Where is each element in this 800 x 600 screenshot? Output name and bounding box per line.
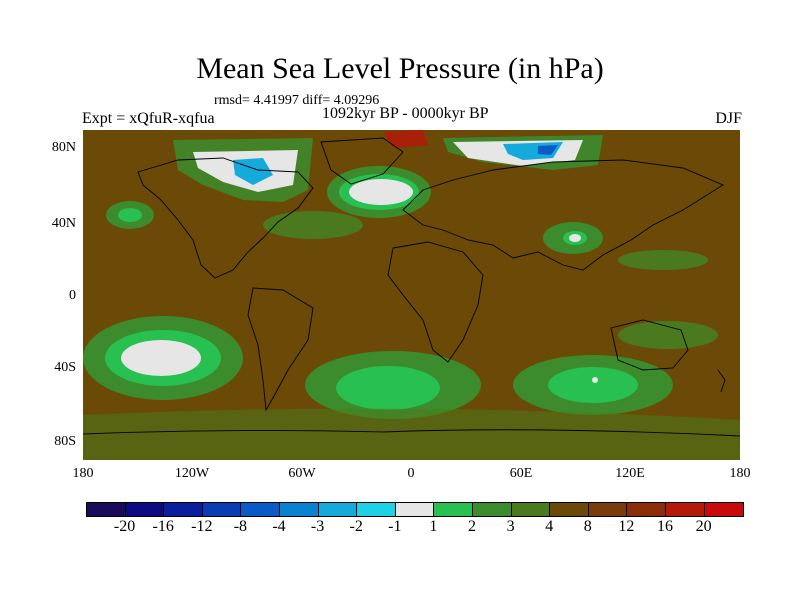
colorbar-swatch (704, 503, 744, 516)
colorbar-label: 12 (618, 518, 635, 535)
colorbar-swatch (395, 503, 435, 516)
colorbar-swatch (202, 503, 242, 516)
colorbar-swatch (241, 503, 280, 516)
colorbar-swatch (87, 503, 126, 516)
eurasia-anomaly (263, 211, 363, 239)
x-tick-60W: 60W (288, 466, 316, 481)
colorbar-label: -16 (152, 518, 174, 535)
colorbar-swatch (164, 503, 203, 516)
colorbar-label: 8 (583, 518, 592, 535)
colorbar-label: -1 (388, 518, 402, 535)
y-tick-0: 0 (69, 288, 76, 303)
x-tick-180w: 180 (72, 466, 94, 481)
x-tick-120E: 120E (615, 466, 645, 481)
colorbar-label: -20 (113, 518, 136, 535)
experiment-label: Expt = xQfuR-xqfua (82, 110, 215, 127)
colorbar-swatch (125, 503, 165, 516)
colorbar-swatch (279, 503, 319, 516)
colorbar-swatch (550, 503, 589, 516)
colorbar-label: 20 (695, 518, 712, 535)
colorbar-swatch (357, 503, 396, 516)
colorbar-label: -4 (272, 518, 286, 535)
coastlines (83, 137, 740, 437)
colorbar-swatch (665, 503, 705, 516)
colorbar-swatch (472, 503, 512, 516)
colorbar-label: 1 (429, 518, 438, 535)
colorbar-swatch (318, 503, 358, 516)
stats-line: rmsd= 4.41997 diff= 4.09296 (214, 93, 380, 108)
colorbar-swatch (434, 503, 473, 516)
chart-title: Mean Sea Level Pressure (in hPa) (196, 52, 604, 85)
colorbar (86, 502, 745, 517)
y-tick-40N: 40N (51, 216, 76, 231)
season-label: DJF (715, 110, 742, 127)
x-tick-0: 0 (407, 466, 415, 481)
y-tick-40S: 40S (54, 360, 76, 375)
colorbar-label: -8 (233, 518, 248, 535)
colorbar-label: 4 (545, 518, 554, 535)
colorbar-label: 16 (657, 518, 673, 535)
period-label: 1092kyr BP - 0000kyr BP (322, 105, 489, 122)
colorbar-label: 3 (506, 518, 515, 535)
y-tick-80S: 80S (54, 434, 76, 449)
colorbar-label: -12 (191, 518, 213, 535)
x-tick-120W: 120W (174, 466, 210, 481)
x-tick-180e: 180 (729, 466, 751, 481)
colorbar-label: 2 (468, 518, 476, 535)
colorbar-swatch (627, 503, 666, 516)
colorbar-swatch (511, 503, 551, 516)
southern-ocean-anomaly (305, 321, 718, 419)
north-atlantic-anomaly (327, 166, 431, 218)
colorbar-label: -2 (349, 518, 363, 535)
x-tick-60E: 60E (509, 466, 533, 481)
colorbar-label: -3 (310, 518, 325, 535)
south-pacific-anomaly (83, 316, 243, 400)
colorbar-swatch (588, 503, 628, 516)
pressure-map (83, 130, 740, 460)
y-tick-80N: 80N (51, 140, 76, 155)
arctic-anomaly (173, 130, 603, 202)
antarctic-band (83, 408, 740, 460)
